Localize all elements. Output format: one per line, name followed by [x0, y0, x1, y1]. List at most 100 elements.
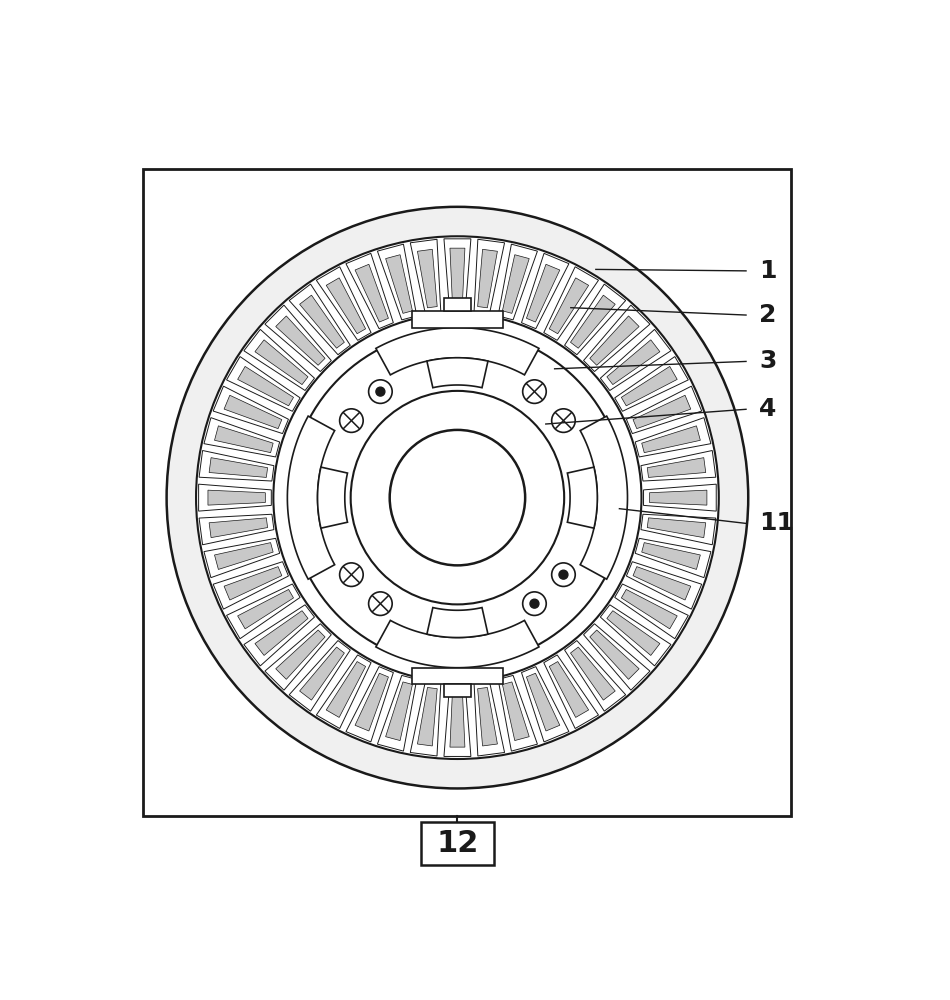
FancyBboxPatch shape — [143, 169, 791, 816]
Polygon shape — [478, 249, 498, 308]
Polygon shape — [224, 567, 282, 600]
Polygon shape — [543, 655, 598, 729]
Polygon shape — [417, 687, 437, 746]
Polygon shape — [224, 395, 282, 429]
Circle shape — [559, 570, 568, 579]
Polygon shape — [326, 278, 366, 334]
Polygon shape — [600, 329, 671, 390]
Circle shape — [274, 314, 641, 682]
Polygon shape — [450, 690, 465, 747]
Polygon shape — [410, 239, 441, 314]
Polygon shape — [377, 675, 417, 751]
Circle shape — [376, 387, 385, 396]
Polygon shape — [633, 567, 691, 600]
Polygon shape — [427, 358, 488, 388]
Polygon shape — [346, 253, 393, 329]
Circle shape — [522, 592, 546, 615]
Polygon shape — [209, 518, 268, 538]
Polygon shape — [607, 340, 660, 385]
Polygon shape — [208, 490, 265, 505]
Polygon shape — [299, 647, 344, 700]
Polygon shape — [621, 366, 677, 406]
Polygon shape — [478, 687, 498, 746]
Polygon shape — [580, 416, 628, 579]
Text: 1: 1 — [759, 259, 777, 283]
Circle shape — [369, 592, 392, 615]
Polygon shape — [641, 426, 700, 453]
Polygon shape — [607, 611, 660, 655]
Polygon shape — [650, 490, 707, 505]
Circle shape — [196, 236, 719, 759]
Polygon shape — [549, 278, 589, 334]
Polygon shape — [226, 357, 300, 411]
Polygon shape — [615, 357, 689, 411]
Polygon shape — [410, 681, 441, 756]
Polygon shape — [289, 284, 351, 355]
Text: 2: 2 — [759, 303, 777, 327]
Polygon shape — [571, 647, 616, 700]
Polygon shape — [377, 244, 417, 320]
Polygon shape — [376, 328, 539, 375]
Polygon shape — [265, 305, 332, 372]
Polygon shape — [647, 518, 706, 538]
Polygon shape — [244, 605, 314, 666]
Polygon shape — [213, 562, 289, 609]
Polygon shape — [522, 667, 569, 742]
Circle shape — [552, 409, 576, 432]
Polygon shape — [265, 624, 332, 690]
Polygon shape — [633, 395, 691, 429]
Polygon shape — [590, 316, 639, 365]
Polygon shape — [564, 641, 626, 711]
Polygon shape — [636, 418, 711, 457]
Polygon shape — [199, 484, 272, 511]
Polygon shape — [355, 673, 389, 731]
Polygon shape — [600, 605, 671, 666]
Polygon shape — [583, 305, 650, 372]
Polygon shape — [522, 253, 569, 329]
FancyBboxPatch shape — [411, 668, 504, 684]
Polygon shape — [316, 655, 371, 729]
Polygon shape — [583, 624, 650, 690]
Polygon shape — [386, 255, 412, 313]
Polygon shape — [299, 295, 344, 348]
FancyBboxPatch shape — [411, 311, 504, 328]
Polygon shape — [641, 451, 715, 481]
Circle shape — [351, 391, 564, 604]
Polygon shape — [641, 543, 700, 569]
Polygon shape — [276, 630, 325, 679]
Polygon shape — [444, 684, 471, 756]
Polygon shape — [417, 249, 437, 308]
Circle shape — [369, 380, 392, 403]
Polygon shape — [244, 329, 314, 390]
Polygon shape — [526, 264, 560, 322]
Polygon shape — [503, 682, 529, 741]
Polygon shape — [626, 386, 702, 434]
Polygon shape — [200, 514, 274, 545]
FancyBboxPatch shape — [445, 684, 470, 697]
Polygon shape — [549, 662, 589, 717]
Polygon shape — [287, 416, 334, 579]
Polygon shape — [564, 284, 626, 355]
Polygon shape — [213, 386, 289, 434]
Polygon shape — [289, 641, 351, 711]
Polygon shape — [255, 340, 308, 385]
Polygon shape — [355, 264, 389, 322]
Polygon shape — [204, 418, 279, 457]
Circle shape — [339, 563, 363, 586]
Polygon shape — [641, 514, 715, 545]
Polygon shape — [647, 458, 706, 477]
Circle shape — [339, 409, 363, 432]
Polygon shape — [209, 458, 268, 477]
Polygon shape — [238, 366, 294, 406]
Polygon shape — [346, 667, 393, 742]
Polygon shape — [386, 682, 412, 741]
Polygon shape — [474, 681, 504, 756]
Polygon shape — [498, 675, 538, 751]
Polygon shape — [427, 608, 488, 638]
Polygon shape — [636, 538, 711, 578]
Polygon shape — [526, 673, 560, 731]
Polygon shape — [590, 630, 639, 679]
Polygon shape — [474, 239, 504, 314]
Polygon shape — [543, 267, 598, 340]
Circle shape — [522, 380, 546, 403]
